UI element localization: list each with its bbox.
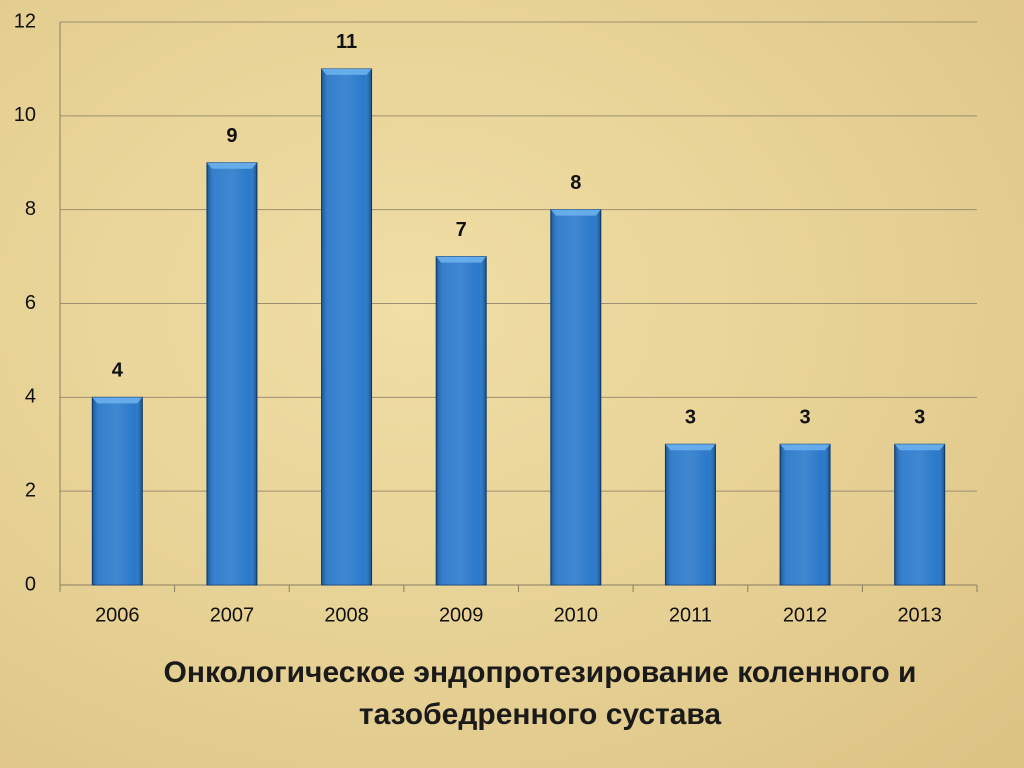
data-label: 7 [456,219,467,241]
bar-bevel [665,444,716,451]
x-tick-label: 2007 [210,604,255,626]
x-tick-label: 2012 [783,604,828,626]
bar-bevel [321,68,372,75]
x-tick-label: 2008 [324,604,369,626]
chart-title: Онкологическое эндопротезирование коленн… [163,656,917,731]
x-tick-label: 2013 [897,604,942,626]
bar-bevel [436,256,487,263]
bar-shade [92,397,143,585]
x-tick-label: 2009 [439,604,484,626]
data-label: 9 [226,125,237,147]
bar-shade [665,444,716,585]
bar-shade [780,444,831,585]
y-tick-label: 12 [14,10,36,32]
bar-bevel [550,209,601,216]
data-label: 3 [685,407,696,429]
bar-shade [550,209,601,585]
data-label: 4 [112,360,124,382]
bar-shade [436,256,487,585]
y-tick-label: 4 [25,386,36,408]
bar-shade [321,68,372,585]
bar-bevel [92,397,143,404]
bar-shade [206,162,257,585]
bar-bevel [894,444,945,451]
data-label: 3 [800,407,811,429]
x-tick-label: 2011 [669,604,712,626]
y-tick-label: 10 [14,104,36,126]
bar-bevel [206,162,257,169]
data-label: 8 [570,172,581,194]
y-tick-label: 8 [25,198,36,220]
data-label: 11 [336,31,357,53]
bar-shade [894,444,945,585]
x-tick-label: 2010 [554,604,599,626]
data-label: 3 [914,407,925,429]
x-tick-label: 2006 [95,604,140,626]
y-tick-label: 0 [25,573,36,595]
y-tick-label: 2 [25,479,36,501]
y-tick-label: 6 [25,292,36,314]
bar-bevel [780,444,831,451]
